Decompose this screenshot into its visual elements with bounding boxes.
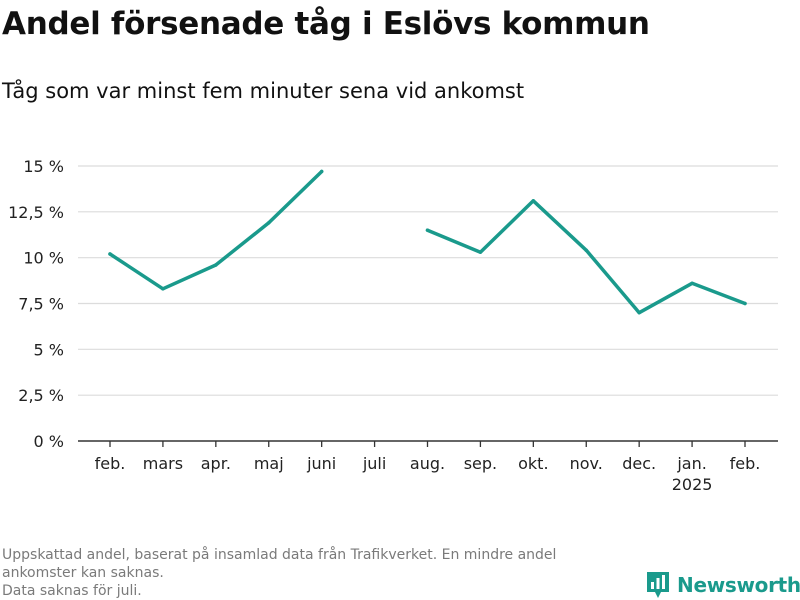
series-line [108,169,324,291]
data-point [743,301,747,306]
y-tick-label: 5 % [34,340,64,359]
x-tick-label: okt. [518,454,548,473]
newsworthy-logo-text: Newsworthy [677,573,800,597]
x-tick-label: juli [362,454,386,473]
x-tick-label: maj [254,454,284,473]
data-point [425,228,430,232]
data-point [478,250,483,254]
y-tick-label: 0 % [34,432,64,451]
data-point [584,248,588,253]
series-line [425,199,747,315]
chart-subtitle: Tåg som var minst fem minuter sena vid a… [2,79,525,103]
x-tick-label: dec. [622,454,656,473]
footnote: Uppskattad andel, baserat på insamlad da… [2,546,642,600]
y-tick-label: 12,5 % [8,203,64,222]
y-tick-label: 15 % [23,157,64,176]
chart-title: Andel försenade tåg i Eslövs kommun [2,6,650,42]
x-tick-label: juni [306,454,336,473]
newsworthy-logo: Newsworthy [645,570,800,600]
data-point [108,252,112,256]
data-point [637,310,641,315]
footnote-line-1: Uppskattad andel, baserat på insamlad da… [2,547,557,563]
data-point [690,281,694,286]
data-point [214,263,218,267]
newsworthy-logo-icon [647,572,669,598]
y-tick-label: 2,5 % [18,386,64,405]
data-point [319,169,324,174]
x-tick-label: sep. [464,454,497,473]
x-tick-label: aug. [410,454,445,473]
x-tick-label: apr. [201,454,231,473]
x-tick-sublabel: 2025 [672,475,713,494]
footnote-line-3: Data saknas för juli. [2,583,142,599]
x-tick-label: nov. [570,454,603,473]
footnote-line-2: ankomster kan saknas. [2,565,164,581]
data-point [267,221,271,225]
x-tick-label: mars [143,454,183,473]
x-tick-label: feb. [730,454,761,473]
y-tick-label: 10 % [23,249,64,268]
data-point [161,287,165,291]
data-point [531,199,536,203]
x-tick-label: feb. [95,454,126,473]
y-tick-label: 7,5 % [18,295,64,314]
x-tick-label: jan. [676,454,706,473]
